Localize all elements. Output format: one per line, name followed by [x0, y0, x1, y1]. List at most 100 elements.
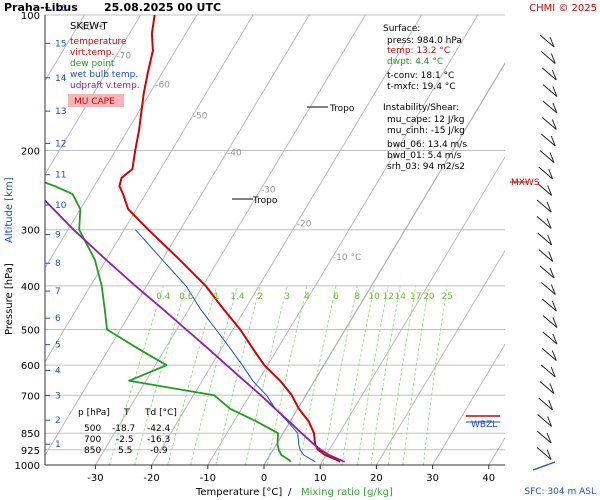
wind-barb	[539, 150, 555, 163]
wind-barb	[537, 414, 552, 427]
wind-barb	[539, 381, 555, 394]
altitude-tick-label: 5	[55, 341, 61, 351]
instability-mu-cape: mu_cape: 12 J/kg	[387, 115, 465, 125]
mixing-ratio-label: 14	[395, 292, 407, 302]
table-cell: 700	[84, 435, 101, 445]
wind-barb	[539, 34, 555, 48]
mixing-ratio-line	[370, 285, 401, 465]
mixing-ratio-line	[402, 285, 430, 465]
x-tick-label: -20	[143, 473, 159, 484]
table-cell: 850	[84, 446, 101, 456]
table-cell: -42.4	[147, 424, 171, 434]
wind-barb	[551, 350, 557, 361]
pressure-tick-label: 100	[21, 11, 40, 22]
wind-barb	[548, 399, 554, 411]
mixing-ratio-line	[190, 285, 238, 465]
altitude-tick-label: 4	[55, 366, 61, 376]
mixing-ratio-labels: 0.4 0.6 1 1.4 2 3 4 6 8 10 12 14 17 20 25	[156, 292, 453, 302]
wind-barb	[547, 234, 553, 246]
x-tick-label: -10	[200, 473, 216, 484]
mixing-ratio-line	[357, 285, 389, 465]
instability-srh03: srh_03: 94 m2/s2	[387, 162, 465, 172]
x-tick-label: 40	[482, 473, 495, 484]
isotherm-label: -50	[193, 112, 208, 122]
altitude-tick-label: 1	[55, 440, 61, 450]
isotherm-label: -80 °C	[77, 23, 105, 33]
isotherm-label: -10 °C	[333, 253, 361, 263]
legend-temperature: temperature	[70, 37, 127, 47]
isotherm-labels: -80 °C -70 -60 -50 -40 -30 -20 -10 °C	[77, 23, 361, 263]
mixing-ratio-line	[299, 285, 337, 465]
mixing-ratio-label: 8	[354, 292, 360, 302]
altitude-tick-label: 8	[55, 259, 61, 269]
wind-barb	[542, 298, 557, 312]
wind-barb	[538, 249, 554, 262]
mixing-ratio-label: 20	[423, 292, 435, 302]
wind-barb	[537, 183, 552, 196]
mixing-ratio-line	[215, 285, 261, 465]
wind-barb	[542, 117, 557, 130]
y-axis-title-pressure: Pressure [hPa]	[4, 263, 15, 335]
pressure-tick-labels: 100 200 300 400 500 600 700 850 925 1000	[15, 11, 40, 472]
isotherm-line	[376, 249, 505, 465]
x-axis-title-temp: Temperature [°C]	[195, 487, 282, 498]
x-axis-title-mix: Mixing ratio [g/kg]	[301, 487, 393, 498]
wind-barb	[549, 152, 555, 163]
mixing-ratio-line	[108, 285, 164, 465]
table-cell: -2.5	[116, 435, 134, 445]
instability-title: Instability/Shear:	[383, 103, 459, 113]
wind-barb	[547, 416, 553, 427]
wind-barb	[536, 216, 552, 229]
mixing-ratio-label: 0.6	[179, 292, 194, 302]
x-tick-labels: -30 -20 -10 0 10 20 30 40	[87, 465, 495, 484]
wind-barb	[551, 300, 557, 312]
wind-barb	[536, 199, 552, 213]
wind-barb	[547, 185, 553, 196]
pressure-tick-label: 300	[21, 226, 40, 237]
wind-barb	[536, 447, 552, 460]
wind-barb	[552, 102, 558, 114]
wind-barb	[540, 364, 556, 378]
altitude-tick-label: 7	[55, 287, 61, 297]
mixing-ratio-label: 12	[382, 292, 393, 302]
series-line	[135, 229, 316, 463]
table-cell: -18.7	[112, 424, 135, 434]
table-header-td: Td [°C]	[144, 408, 177, 418]
cape-label: MU CAPE	[74, 97, 115, 107]
mixing-ratio-label: 4	[304, 292, 310, 302]
mixing-ratio-label: 1	[214, 292, 220, 302]
wind-barb	[546, 218, 552, 229]
cape-label-bg	[68, 94, 124, 107]
x-tick-label: 30	[426, 473, 439, 484]
altitude-tick-label: 16	[55, 4, 67, 14]
wind-barb	[552, 333, 558, 345]
tropopause-label-lower: Tropo	[252, 196, 278, 206]
wind-barb	[538, 166, 553, 180]
table-header-p: p [hPa]	[78, 408, 110, 418]
legend-dew-point: dew point	[70, 59, 115, 69]
altitude-tick-label: 9	[55, 231, 61, 241]
isotherm-line	[95, 15, 366, 465]
mixing-ratio-grid	[108, 285, 448, 465]
isotherm-line	[263, 62, 505, 465]
series-line	[45, 199, 345, 463]
mixing-ratio-line	[267, 285, 308, 465]
mixing-ratio-label: 25	[442, 292, 453, 302]
surface-press: press: 984.0 hPa	[387, 36, 462, 46]
x-axis-title-sep: /	[288, 487, 292, 498]
wind-barb	[549, 383, 555, 394]
wind-barb	[549, 267, 555, 279]
pressure-tick-label: 1000	[15, 461, 40, 472]
x-tick-label: 10	[314, 473, 327, 484]
station-name: Praha-Libus	[4, 1, 78, 14]
wind-barb	[539, 265, 555, 279]
isotherm-label: -60	[155, 81, 170, 91]
table-cell: -16.3	[147, 435, 170, 445]
table-cell: 5.5	[118, 446, 132, 456]
pressure-tick-label: 200	[21, 146, 40, 157]
mixing-ratio-label: 0.4	[156, 292, 171, 302]
altitude-tick-label: 14	[55, 74, 67, 84]
table-header-t: T	[123, 408, 130, 418]
isotherm-line	[207, 15, 479, 465]
